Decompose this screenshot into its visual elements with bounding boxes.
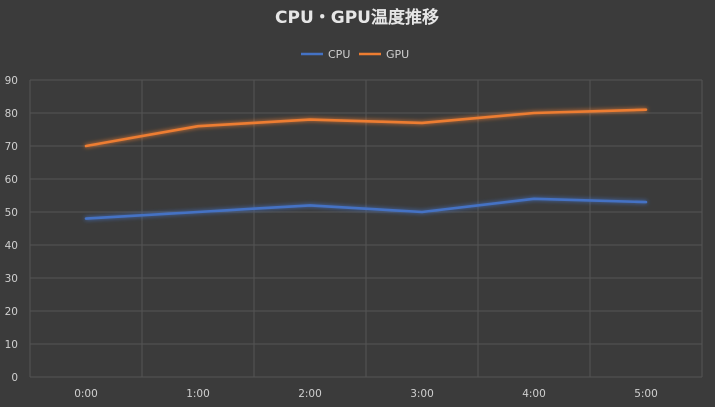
y-tick-label: 20 — [5, 306, 18, 318]
y-tick-label: 50 — [5, 207, 18, 219]
series-line-gpu — [84, 108, 648, 148]
y-tick-label: 70 — [5, 141, 18, 153]
x-tick-label: 0:00 — [74, 388, 98, 400]
y-tick-label: 60 — [5, 174, 18, 186]
x-tick-label: 1:00 — [186, 388, 210, 400]
legend-label-gpu: GPU — [386, 48, 409, 61]
x-tick-label: 3:00 — [410, 388, 434, 400]
y-tick-label: 0 — [11, 372, 18, 384]
y-tick-label: 90 — [5, 75, 18, 87]
chart-legend: CPU GPU — [301, 48, 409, 61]
y-tick-label: 30 — [5, 273, 18, 285]
x-tick-label: 4:00 — [522, 388, 546, 400]
y-tick-label: 10 — [5, 339, 18, 351]
series-lines — [84, 108, 648, 220]
series-line-cpu — [84, 197, 648, 220]
y-axis: 0 10 20 30 40 50 60 70 80 90 — [5, 75, 18, 384]
chart-title: CPU・GPU温度推移 — [275, 7, 439, 28]
x-axis: 0:00 1:00 2:00 3:00 4:00 5:00 — [74, 388, 658, 400]
x-tick-label: 2:00 — [298, 388, 322, 400]
legend-label-cpu: CPU — [328, 48, 350, 61]
y-tick-label: 40 — [5, 240, 18, 252]
x-tick-label: 5:00 — [634, 388, 658, 400]
gridlines — [29, 79, 703, 378]
y-tick-label: 80 — [5, 108, 18, 120]
